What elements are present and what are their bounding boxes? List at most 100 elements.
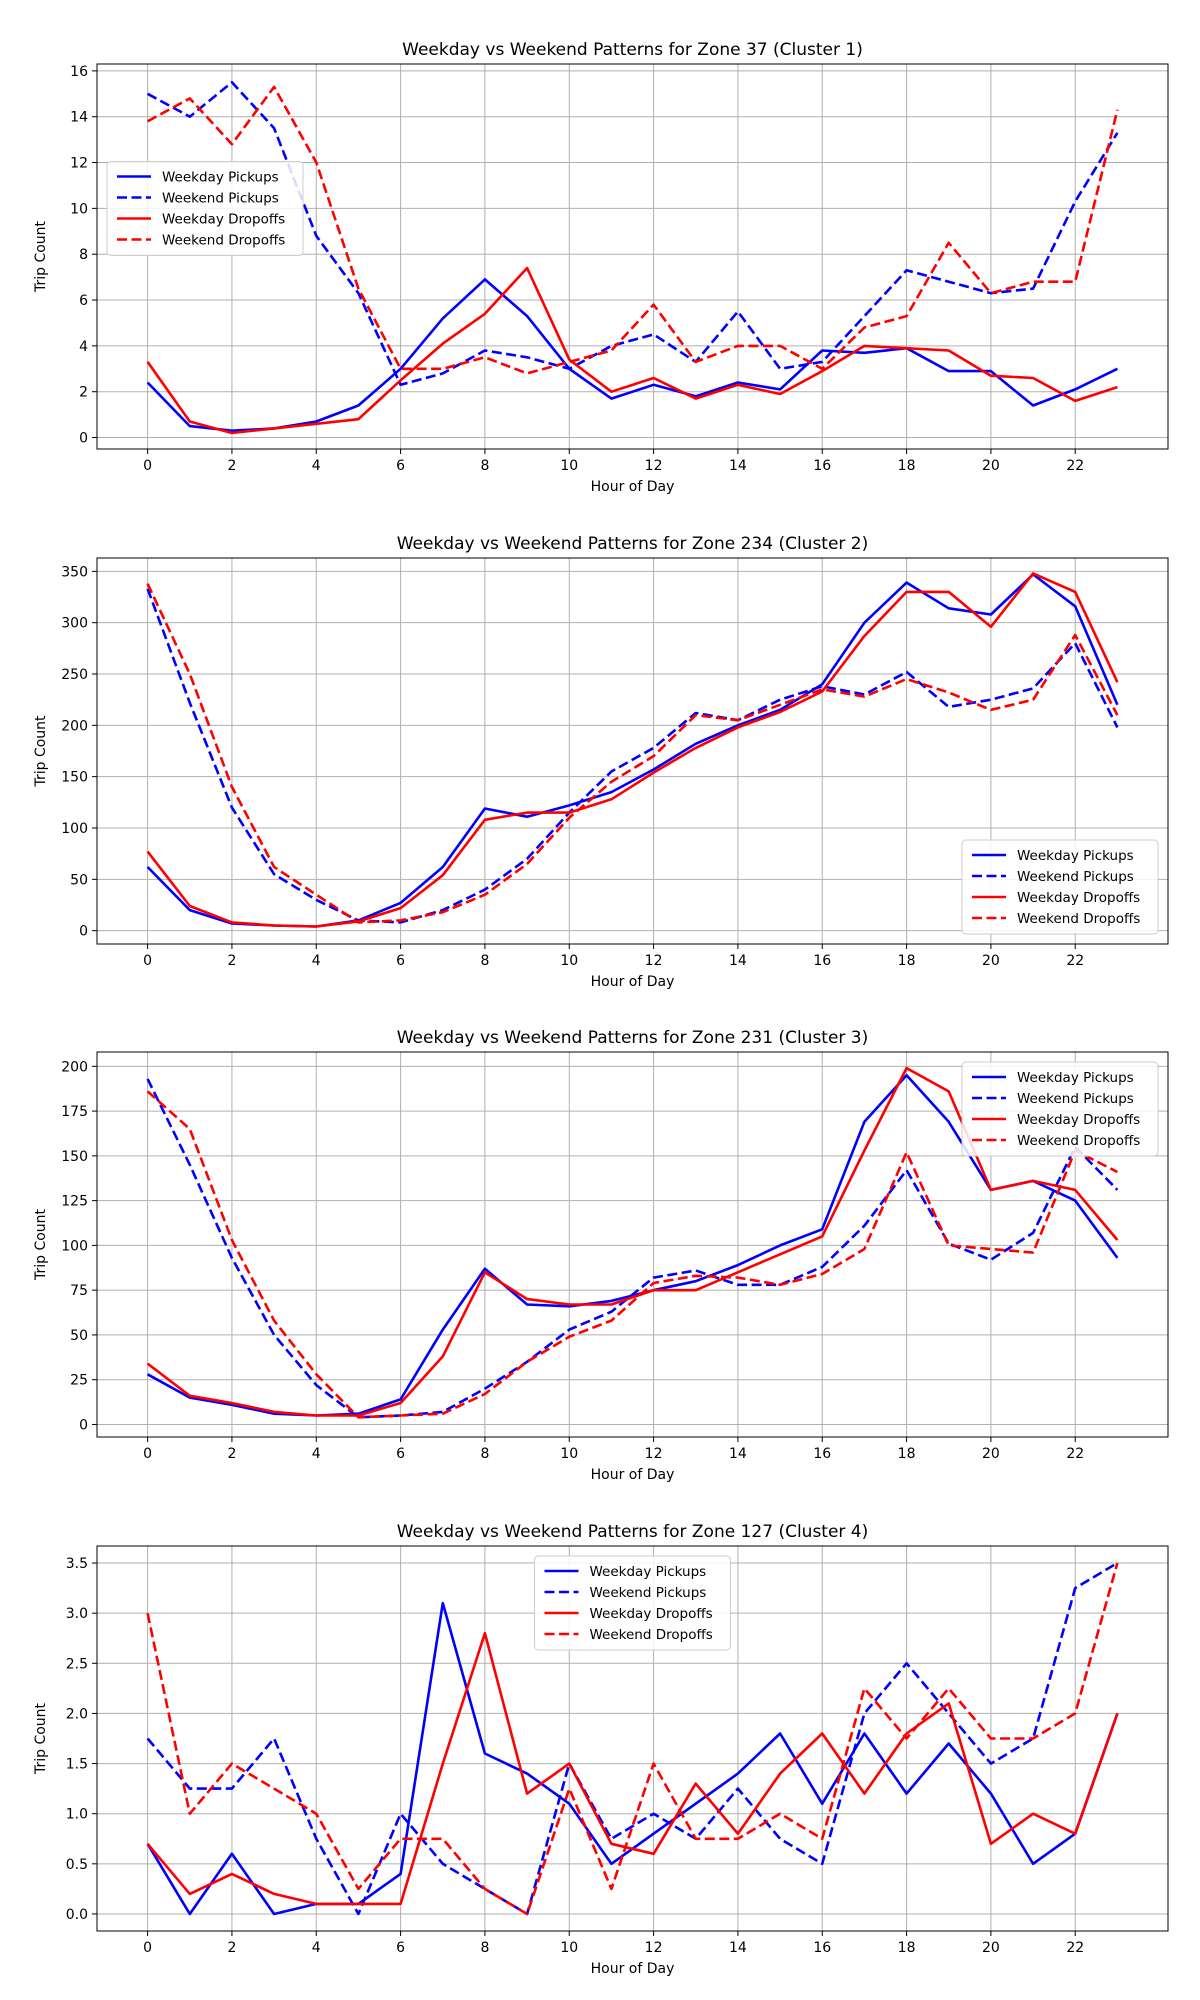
y-tick-label: 100 <box>61 821 88 837</box>
axes-frame <box>96 63 1169 450</box>
x-tick-label: 4 <box>312 1940 321 1956</box>
x-tick-label: 10 <box>560 458 578 474</box>
y-tick-label: 300 <box>61 616 88 632</box>
x-tick-label: 4 <box>312 953 321 969</box>
x-tick-label: 22 <box>1066 1446 1084 1462</box>
y-tick-label: 150 <box>61 1149 88 1165</box>
chart-panel-1: 0 2 4 6 8 10 12 14 16 18 20 22 0 2 4 6 8 10 12 14 16 Weekday … <box>33 40 1169 495</box>
x-tick-label: 12 <box>645 1940 663 1956</box>
x-tick-label: 22 <box>1066 953 1084 969</box>
x-tick-label: 22 <box>1066 1940 1084 1956</box>
chart-title: Weekday vs Weekend Patterns for Zone 37 … <box>402 40 863 60</box>
y-tick-label: 1.0 <box>66 1807 88 1823</box>
series-line-weekend-dropoffs <box>146 85 1119 375</box>
x-tick-label: 4 <box>312 458 321 474</box>
series-line-weekday-dropoffs <box>146 1631 1119 1906</box>
y-tick-label: 0 <box>79 431 88 447</box>
x-axis-label: Hour of Day <box>591 479 675 495</box>
x-tick-label: 16 <box>813 953 831 969</box>
x-tick-label: 6 <box>396 953 405 969</box>
chart-panel-4: 0 2 4 6 8 10 12 14 16 18 20 22 0.0 0.5 1.0 1.5 2.0 2.5 3.0… <box>33 1522 1169 1977</box>
x-tick-label: 12 <box>645 458 663 474</box>
x-tick-label: 20 <box>982 953 1000 969</box>
y-tick-label: 350 <box>61 564 88 580</box>
axes-frame <box>96 1545 1169 1932</box>
legend-label: Weekday Dropoffs <box>590 1606 713 1622</box>
legend-label: Weekend Pickups <box>590 1585 707 1601</box>
axes-frame <box>96 1051 1169 1438</box>
series-line-weekend-pickups <box>146 81 1119 387</box>
y-tick-label: 75 <box>70 1283 88 1299</box>
chart-panel-3: 0 2 4 6 8 10 12 14 16 18 20 22 0 25 50 75 100 125 150 175 20… <box>33 1028 1169 1483</box>
x-tick-label: 8 <box>480 1940 489 1956</box>
x-tick-label: 12 <box>645 953 663 969</box>
y-tick-label: 12 <box>70 156 88 172</box>
y-axis-label: Trip Count <box>33 220 49 293</box>
legend-box <box>961 1061 1159 1157</box>
x-tick-label: 8 <box>480 1446 489 1462</box>
legend-label: Weekend Dropoffs <box>590 1627 713 1643</box>
legend-label: Weekday Dropoffs <box>162 212 285 228</box>
y-tick-label: 2.5 <box>66 1656 88 1672</box>
y-axis-label: Trip Count <box>33 715 49 788</box>
x-tick-label: 22 <box>1066 458 1084 474</box>
y-tick-label: 50 <box>70 1328 88 1344</box>
y-tick-label: 3.5 <box>66 1556 88 1572</box>
x-tick-label: 14 <box>729 953 747 969</box>
x-tick-label: 14 <box>729 1446 747 1462</box>
y-tick-label: 200 <box>61 1059 88 1075</box>
y-axis-label: Trip Count <box>33 1208 49 1281</box>
chart-panel-2: 0 2 4 6 8 10 12 14 16 18 20 22 0 50 100 150 200 250 300 350… <box>33 534 1169 990</box>
series-line-weekend-dropoffs <box>146 1562 1119 1916</box>
y-tick-label: 0 <box>79 1417 88 1433</box>
legend-label: Weekday Pickups <box>590 1564 707 1580</box>
y-tick-label: 25 <box>70 1373 88 1389</box>
x-axis-label: Hour of Day <box>591 1961 675 1977</box>
x-tick-label: 0 <box>143 953 152 969</box>
legend: Weekday Pickups Weekend Pickups Weekday Dr… <box>106 161 304 256</box>
legend: Weekday Pickups Weekend Pickups Weekday Dr… <box>534 1555 731 1651</box>
y-axis-label: Trip Count <box>33 1702 49 1775</box>
series-line-weekend-pickups <box>146 1561 1119 1916</box>
y-tick-label: 0.5 <box>66 1857 88 1873</box>
x-tick-label: 16 <box>813 1940 831 1956</box>
y-tick-label: 10 <box>70 201 88 217</box>
y-tick-label: 250 <box>61 667 88 683</box>
x-tick-label: 2 <box>227 953 236 969</box>
series-line-weekend-pickups <box>146 588 1119 924</box>
y-tick-label: 4 <box>79 339 88 355</box>
chart-title: Weekday vs Weekend Patterns for Zone 231… <box>397 1028 869 1048</box>
y-tick-label: 0.0 <box>66 1907 88 1923</box>
x-tick-label: 12 <box>645 1446 663 1462</box>
x-tick-label: 10 <box>560 1446 578 1462</box>
series-line-weekday-dropoffs <box>146 572 1119 928</box>
legend-label: Weekday Dropoffs <box>1017 890 1140 906</box>
x-tick-label: 6 <box>396 458 405 474</box>
x-tick-label: 18 <box>898 458 916 474</box>
x-tick-label: 2 <box>227 1940 236 1956</box>
series-line-weekend-dropoffs <box>146 1090 1118 1419</box>
x-tick-label: 6 <box>396 1446 405 1462</box>
y-tick-label: 8 <box>79 247 88 263</box>
legend-box <box>961 839 1159 935</box>
axes-frame <box>96 557 1169 945</box>
legend-label: Weekday Pickups <box>1017 848 1134 864</box>
y-tick-label: 100 <box>61 1238 88 1254</box>
x-tick-label: 2 <box>227 458 236 474</box>
series-line-weekday-dropoffs <box>146 1066 1119 1417</box>
legend-box <box>534 1555 731 1651</box>
y-tick-label: 200 <box>61 718 88 734</box>
series-line-weekend-dropoffs <box>146 583 1119 924</box>
y-tick-label: 150 <box>61 770 88 786</box>
y-tick-label: 6 <box>79 293 88 309</box>
legend: Weekday Pickups Weekend Pickups Weekday Dr… <box>961 839 1159 935</box>
legend-label: Weekend Dropoffs <box>162 233 285 249</box>
x-tick-label: 0 <box>143 1940 152 1956</box>
y-tick-label: 125 <box>61 1194 88 1210</box>
x-tick-label: 14 <box>729 1940 747 1956</box>
y-tick-label: 16 <box>70 64 88 80</box>
x-tick-label: 16 <box>813 1446 831 1462</box>
legend-label: Weekday Pickups <box>162 170 279 186</box>
x-axis-label: Hour of Day <box>591 974 675 990</box>
